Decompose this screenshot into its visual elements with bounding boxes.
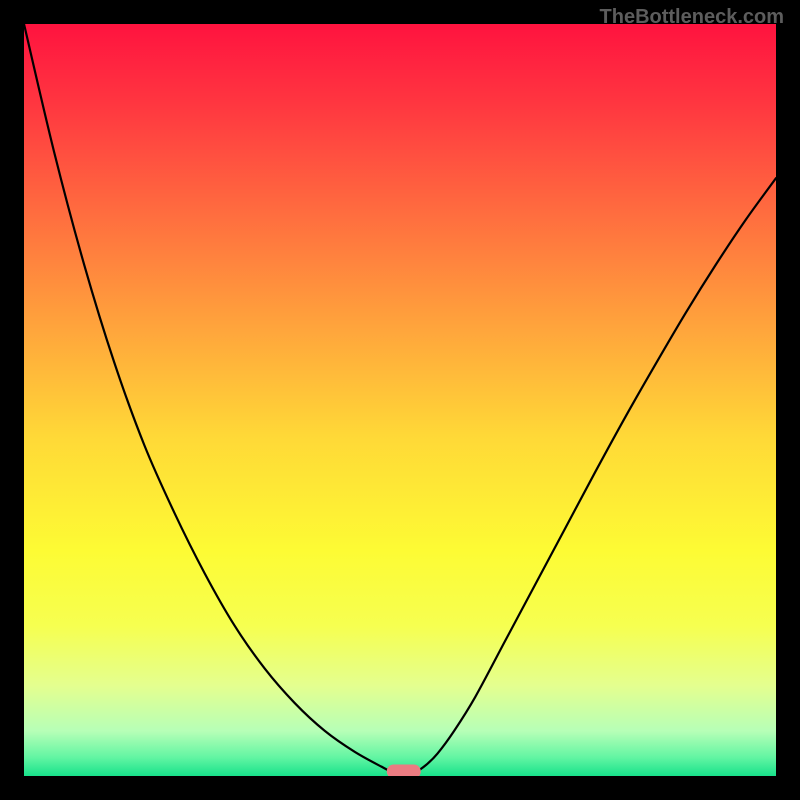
plot-area — [24, 24, 776, 776]
optimal-point-marker — [387, 764, 421, 776]
curve-layer — [24, 24, 776, 776]
chart-outer-frame: TheBottleneck.com — [0, 0, 800, 800]
bottleneck-curve — [24, 24, 776, 775]
